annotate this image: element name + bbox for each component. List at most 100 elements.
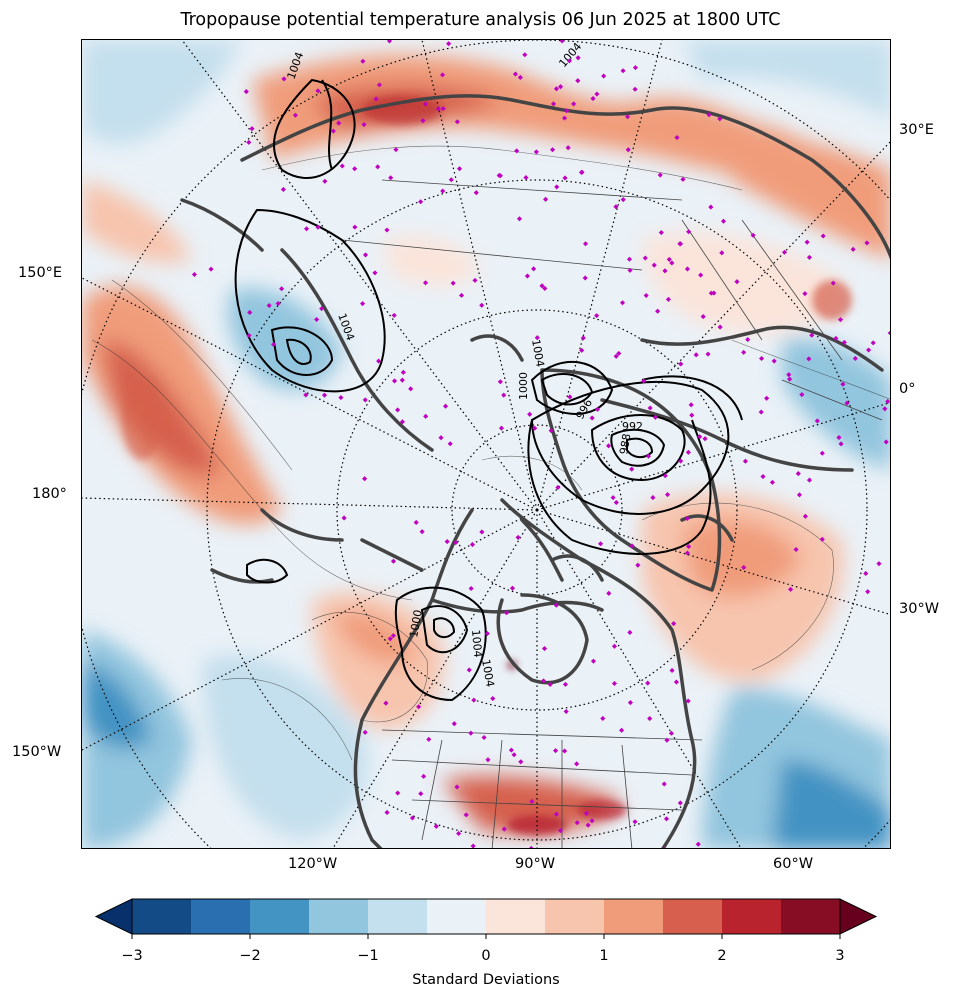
station-marker [352, 166, 358, 172]
station-marker [665, 296, 671, 302]
station-marker [388, 175, 394, 181]
station-marker [645, 453, 652, 459]
station-marker [619, 727, 625, 733]
station-marker [557, 827, 564, 834]
station-marker [279, 286, 285, 292]
colorbar-swatch [722, 899, 782, 934]
station-marker [280, 186, 286, 193]
station-marker [453, 540, 459, 546]
station-marker [443, 403, 449, 409]
lon-label-150w: 150°W [12, 744, 62, 760]
station-marker [809, 332, 815, 338]
station-marker [579, 347, 585, 353]
station-marker [341, 515, 347, 521]
station-marker [595, 406, 601, 412]
colorbar-tick-label: 1 [599, 948, 608, 964]
station-marker [484, 630, 490, 637]
station-marker [386, 40, 393, 44]
station-marker [866, 347, 872, 353]
station-marker [883, 439, 889, 445]
station-marker [786, 372, 792, 378]
lon-label-0: 0° [899, 381, 916, 397]
station-marker [836, 434, 842, 441]
station-marker [246, 332, 252, 339]
lon-label-60w: 60°W [773, 856, 814, 872]
station-marker [338, 395, 344, 401]
station-marker [627, 267, 633, 273]
station-marker [590, 658, 597, 664]
station-marker [885, 398, 890, 405]
station-marker [408, 386, 414, 392]
station-marker [539, 283, 545, 289]
station-marker [511, 752, 517, 758]
station-marker [734, 279, 740, 285]
station-marker [619, 300, 626, 306]
colorbar-tick-label: 3 [835, 948, 844, 964]
station-marker [473, 190, 479, 196]
station-marker [720, 218, 727, 224]
colorbar-swatch [781, 899, 841, 934]
station-marker [686, 544, 692, 550]
station-marker [806, 356, 812, 362]
station-marker [303, 392, 309, 398]
station-marker [454, 784, 460, 790]
lon-label-30w: 30°W [899, 601, 940, 617]
station-marker [864, 240, 870, 246]
station-marker [693, 352, 699, 358]
station-marker [479, 302, 485, 308]
station-marker [650, 495, 656, 501]
station-marker [362, 476, 368, 482]
station-marker [446, 41, 452, 47]
station-marker [796, 492, 802, 498]
map-title: Tropopause potential temperature analysi… [180, 10, 781, 30]
station-marker [627, 700, 633, 706]
station-marker [788, 586, 794, 592]
station-marker [702, 436, 708, 442]
station-marker [685, 698, 691, 704]
station-marker [671, 621, 677, 627]
station-marker [589, 818, 595, 824]
station-marker [678, 458, 684, 464]
station-marker [497, 173, 503, 179]
station-marker [534, 335, 540, 341]
isobar-label: 1004 [479, 658, 497, 688]
station-marker [438, 435, 444, 441]
station-marker [657, 172, 663, 178]
station-marker [876, 561, 882, 567]
colorbar-tick-label: 2 [717, 948, 726, 964]
map-plot-area: 1004 1004 1004 1004 1004 1000 996 992 98… [81, 39, 891, 849]
station-marker [562, 175, 568, 181]
station-marker [613, 353, 619, 359]
station-marker [840, 381, 846, 387]
station-marker [641, 378, 647, 384]
station-marker [330, 128, 336, 134]
station-marker [391, 378, 398, 384]
station-marker [719, 250, 725, 256]
mslp-isobars [234, 78, 743, 702]
station-marker [456, 830, 462, 837]
station-marker [433, 823, 439, 829]
station-marker [574, 761, 580, 767]
station-marker [548, 428, 554, 434]
colorbar-label: Standard Deviations [412, 972, 560, 988]
station-marker [249, 126, 255, 132]
colorbar-swatch [545, 899, 605, 934]
anomaly-shading [82, 40, 890, 848]
station-marker [271, 341, 277, 347]
station-marker [669, 260, 675, 266]
station-marker [532, 425, 538, 431]
station-marker [684, 550, 690, 556]
station-marker [555, 484, 561, 491]
station-marker [376, 358, 382, 364]
lon-label-120w: 120°W [288, 856, 338, 872]
station-marker [423, 413, 429, 419]
station-marker [613, 499, 619, 506]
station-marker [362, 729, 368, 735]
station-marker [677, 800, 683, 806]
station-marker [652, 414, 658, 420]
colorbar-swatch [250, 899, 310, 934]
station-marker [611, 680, 618, 687]
station-marker [498, 425, 505, 431]
station-marker [373, 96, 379, 102]
station-marker [518, 759, 524, 765]
